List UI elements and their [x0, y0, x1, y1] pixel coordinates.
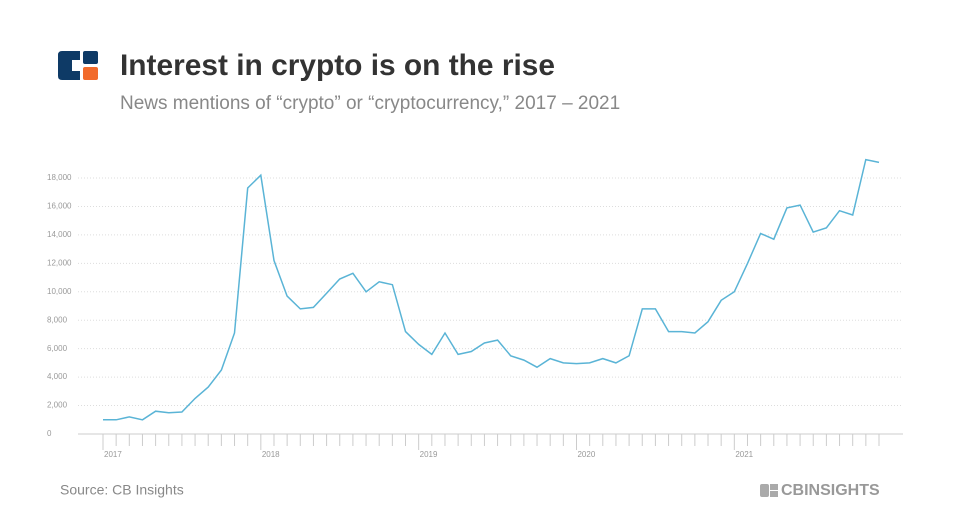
y-tick-label: 6,000: [47, 344, 68, 353]
y-tick-label: 16,000: [47, 202, 72, 211]
x-tick-label: 2019: [420, 450, 438, 459]
y-tick-label: 10,000: [47, 287, 72, 296]
x-tick-label: 2021: [735, 450, 753, 459]
y-tick-label: 2,000: [47, 401, 68, 410]
line: [103, 158, 880, 421]
y-tick-label: 4,000: [47, 372, 68, 381]
x-tick-label: 2017: [104, 450, 122, 459]
chart-subtitle: News mentions of “crypto” or “cryptocurr…: [120, 93, 620, 114]
brand-logo: [760, 484, 778, 497]
x-tick-label: 2018: [262, 450, 280, 459]
y-tick-label: 18,000: [47, 173, 72, 182]
source: Source: CB Insights: [60, 482, 184, 498]
brand: CBINSIGHTS: [781, 482, 880, 499]
y-tick-label: 0: [47, 429, 52, 438]
y-tick-label: 8,000: [47, 315, 68, 324]
y-tick-label: 14,000: [47, 230, 72, 239]
chart-title: Interest in crypto is on the rise: [120, 49, 555, 82]
logo: [58, 51, 98, 80]
x-tick-label: 2020: [577, 450, 595, 459]
y-tick-label: 12,000: [47, 258, 72, 267]
